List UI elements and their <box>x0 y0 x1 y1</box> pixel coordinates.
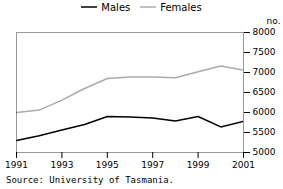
svg-text:1999: 1999 <box>187 160 210 170</box>
svg-text:8000: 8000 <box>253 27 276 37</box>
svg-text:1997: 1997 <box>141 160 164 170</box>
html-text:Males: Males <box>101 1 131 13</box>
svg-text:5000: 5000 <box>253 147 276 157</box>
svg-text:1993: 1993 <box>50 160 73 170</box>
svg-text:1991: 1991 <box>5 160 28 170</box>
svg-text:6500: 6500 <box>253 87 276 97</box>
svg-text:6000: 6000 <box>253 107 276 117</box>
svg-text:7500: 7500 <box>253 47 276 57</box>
svg-text:7000: 7000 <box>253 67 276 77</box>
html-text:Source: University of Tasmania: Source: University of Tasmania. <box>6 175 174 185</box>
svg-text:no.: no. <box>267 16 281 26</box>
svg-text:2001: 2001 <box>232 160 255 170</box>
svg-text:1995: 1995 <box>96 160 119 170</box>
svg-text:5500: 5500 <box>253 127 276 137</box>
html-text:Females: Females <box>160 1 202 13</box>
